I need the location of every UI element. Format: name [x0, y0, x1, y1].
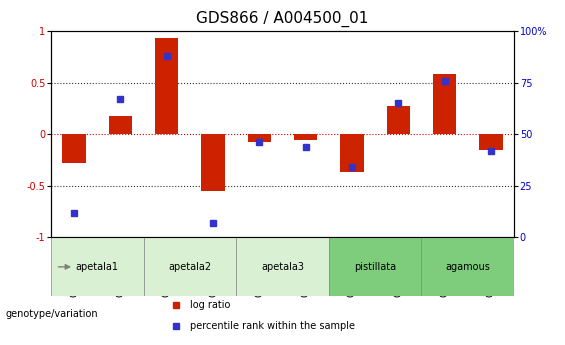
Bar [236, 237, 329, 296]
Bar [155, 38, 179, 134]
Bar [51, 237, 144, 296]
Bar [433, 75, 457, 134]
Text: pistillata: pistillata [354, 262, 396, 272]
Bar [247, 134, 271, 142]
Bar [421, 237, 514, 296]
Bar [329, 237, 421, 296]
Bar [386, 106, 410, 134]
Bar [108, 116, 132, 134]
Text: log ratio: log ratio [190, 300, 230, 310]
Text: apetala1: apetala1 [76, 262, 119, 272]
Bar [144, 237, 236, 296]
Text: agamous: agamous [445, 262, 490, 272]
Bar [479, 134, 503, 150]
Text: GDS866 / A004500_01: GDS866 / A004500_01 [196, 10, 369, 27]
Text: percentile rank within the sample: percentile rank within the sample [190, 321, 355, 331]
Bar [202, 134, 225, 191]
Bar [340, 134, 364, 172]
Text: apetala3: apetala3 [261, 262, 304, 272]
Text: apetala2: apetala2 [168, 262, 211, 272]
Text: genotype/variation: genotype/variation [6, 309, 98, 319]
Bar [294, 134, 318, 140]
Bar [62, 134, 86, 163]
